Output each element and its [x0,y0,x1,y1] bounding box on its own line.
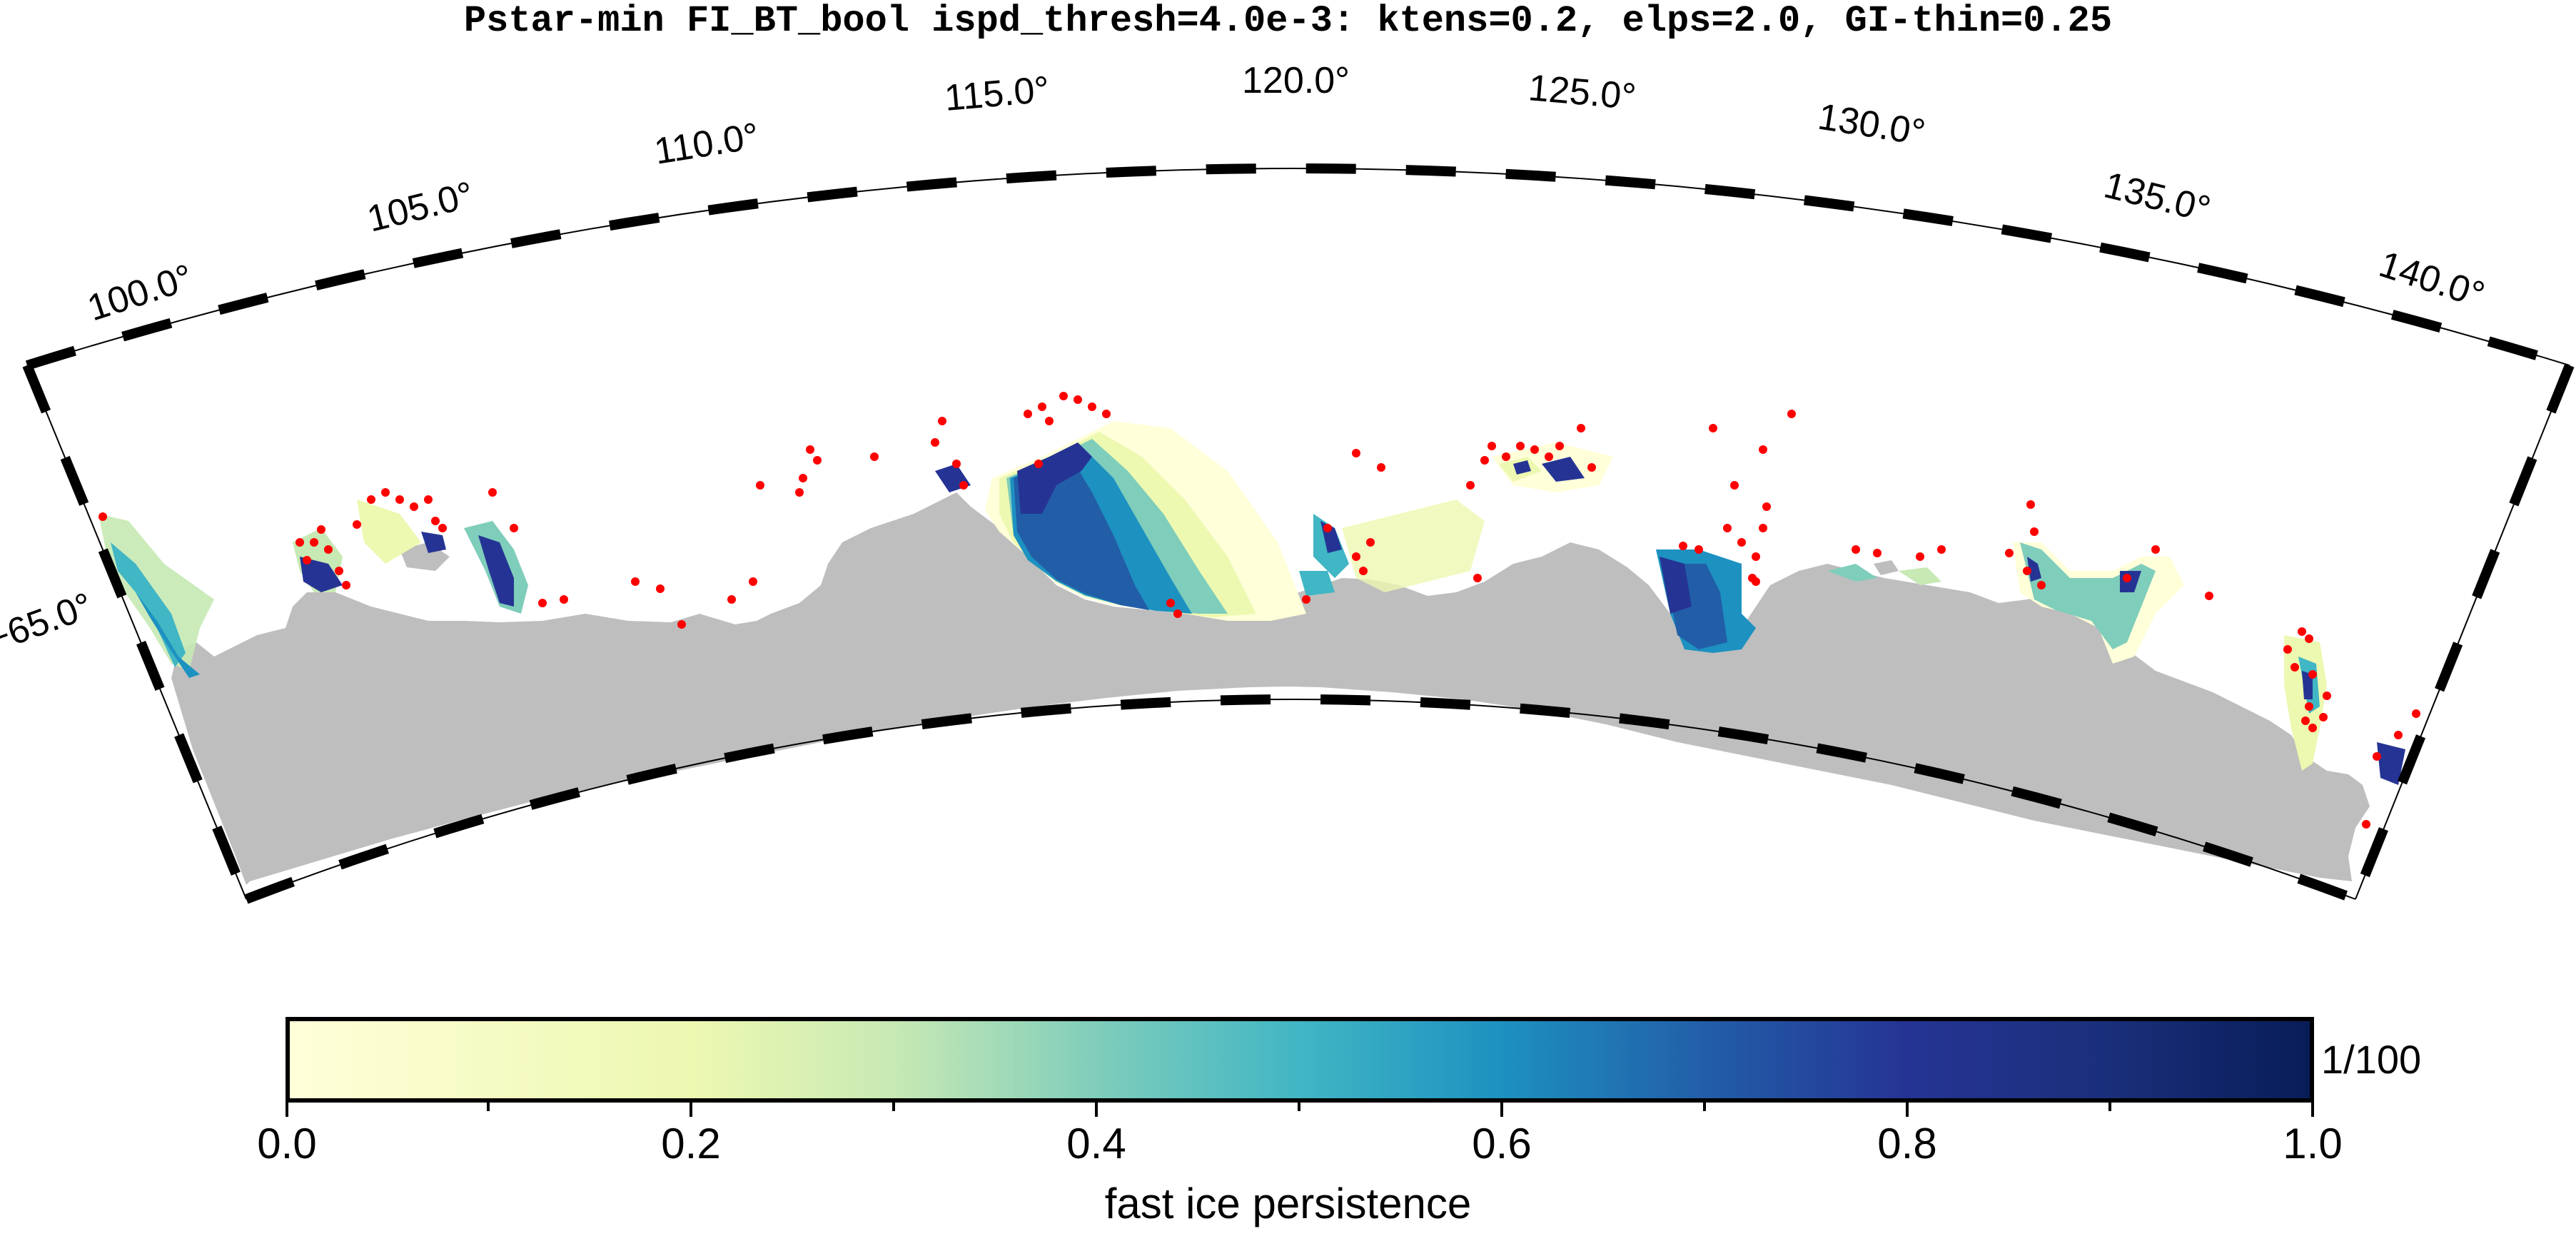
colorbar-gradient [286,1017,2314,1103]
colorbar-tick [1095,1103,1098,1117]
colorbar-minor-tick [892,1103,895,1111]
colorbar-minor-tick [487,1103,490,1111]
map-frame [22,163,2575,904]
colorbar-tick-label: 0.0 [257,1120,317,1167]
lon-label-115: 115.0° [943,69,1051,119]
lon-label-135: 135.0° [2100,164,2214,231]
map-panel: 100.0° 105.0° 110.0° 115.0° 120.0° 125.0… [0,60,2575,904]
colorbar-tick [1500,1103,1503,1117]
colorbar-label: fast ice persistence [1104,1180,1472,1227]
colorbar-tick [1906,1103,1909,1117]
colorbar-minor-tick [1298,1103,1300,1111]
antarctic-land [171,492,2370,885]
grounded-iceberg-points [99,392,2420,829]
map-title: Pstar-min FI_BT_bool ispd_thresh=4.0e-3:… [463,0,2113,42]
lon-label-110: 110.0° [652,116,762,173]
colorbar-tick [286,1103,288,1117]
colorbar-minor-tick [2108,1103,2111,1111]
lat-label: −65.0° [0,585,98,662]
colorbar-tick [2311,1103,2314,1117]
colorbar-minor-tick [1703,1103,1706,1111]
colorbar-tick [690,1103,692,1117]
colorbar-tick-label: 0.4 [1066,1120,1126,1167]
colorbar-tick-label: 0.8 [1877,1120,1937,1167]
lon-label-130: 130.0° [1815,96,1928,154]
colorbar-tick-label: 1.0 [2283,1120,2343,1167]
lon-label-140: 140.0° [2374,243,2489,316]
lon-label-100: 100.0° [83,257,198,330]
lon-label-125: 125.0° [1527,67,1637,118]
colorbar-tick-label: 0.6 [1472,1120,1532,1167]
lon-label-120: 120.0° [1242,60,1350,101]
fast-ice-grid [99,421,2405,785]
island [1874,560,1899,575]
colorbar [286,1017,2314,1117]
colorbar-unit: 1/100 [2321,1037,2422,1082]
colorbar-tick-label: 0.2 [661,1120,721,1167]
lon-label-105: 105.0° [363,174,478,240]
